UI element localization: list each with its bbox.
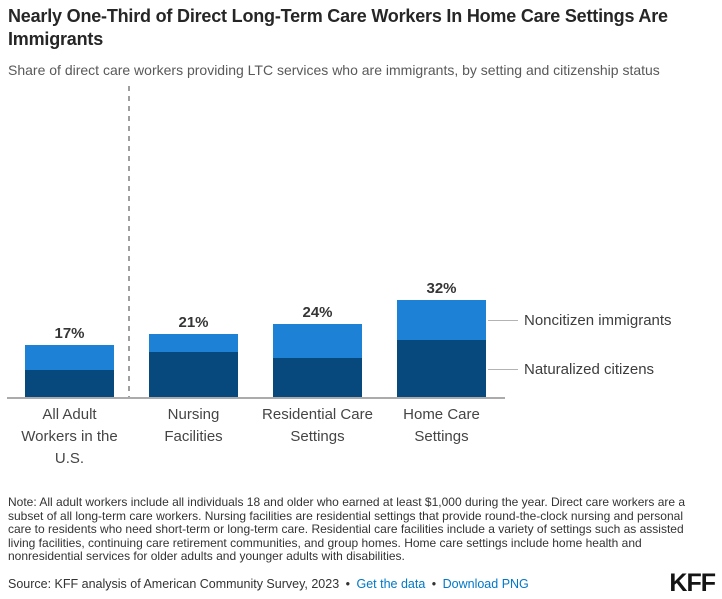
bar-segment-noncitizen[interactable] (397, 300, 486, 340)
bar-segment-noncitizen[interactable] (273, 324, 362, 358)
bar-segment-naturalized[interactable] (149, 352, 238, 398)
download-png-link[interactable]: Download PNG (442, 577, 529, 591)
bar-group (397, 300, 486, 398)
x-axis-category-label: Home Care Settings (403, 406, 480, 445)
bar-segment-noncitizen[interactable] (25, 345, 114, 370)
x-axis-category-label: Nursing Facilities (164, 406, 223, 445)
bar-total-label: 32% (426, 280, 457, 297)
get-the-data-link[interactable]: Get the data (356, 577, 426, 591)
bar-total-label: 21% (178, 314, 209, 331)
x-axis-category-label: Residential Care Settings (262, 406, 373, 445)
dashed-separator-line (128, 86, 130, 398)
separator-dot: • (428, 577, 440, 591)
bar-group (25, 345, 114, 398)
chart-subtitle: Share of direct care workers providing L… (8, 62, 660, 78)
bar-total-label: 24% (302, 304, 333, 321)
bar-group (149, 334, 238, 398)
leader-line-noncitizen (488, 320, 518, 321)
legend-label-noncitizen: Noncitizen immigrants (524, 312, 672, 329)
bar-segment-naturalized[interactable] (273, 358, 362, 398)
source-text: Source: KFF analysis of American Communi… (8, 577, 340, 591)
legend-label-naturalized: Naturalized citizens (524, 361, 655, 378)
bar-segment-noncitizen[interactable] (149, 334, 238, 352)
kff-logo: KFF (669, 569, 716, 597)
footnote-text: Note: All adult workers include all indi… (8, 495, 686, 564)
chart-title: Nearly One-Third of Direct Long-Term Car… (8, 6, 668, 49)
source-line: Source: KFF analysis of American Communi… (8, 577, 648, 591)
bar-total-label: 17% (54, 325, 85, 342)
leader-line-naturalized (488, 369, 518, 370)
x-axis-line (7, 397, 505, 399)
bar-segment-naturalized[interactable] (25, 370, 114, 398)
bar-group (273, 324, 362, 398)
bar-segment-naturalized[interactable] (397, 340, 486, 398)
separator-dot: • (342, 577, 354, 591)
x-axis-category-label: All Adult Workers in the U.S. (21, 406, 118, 467)
